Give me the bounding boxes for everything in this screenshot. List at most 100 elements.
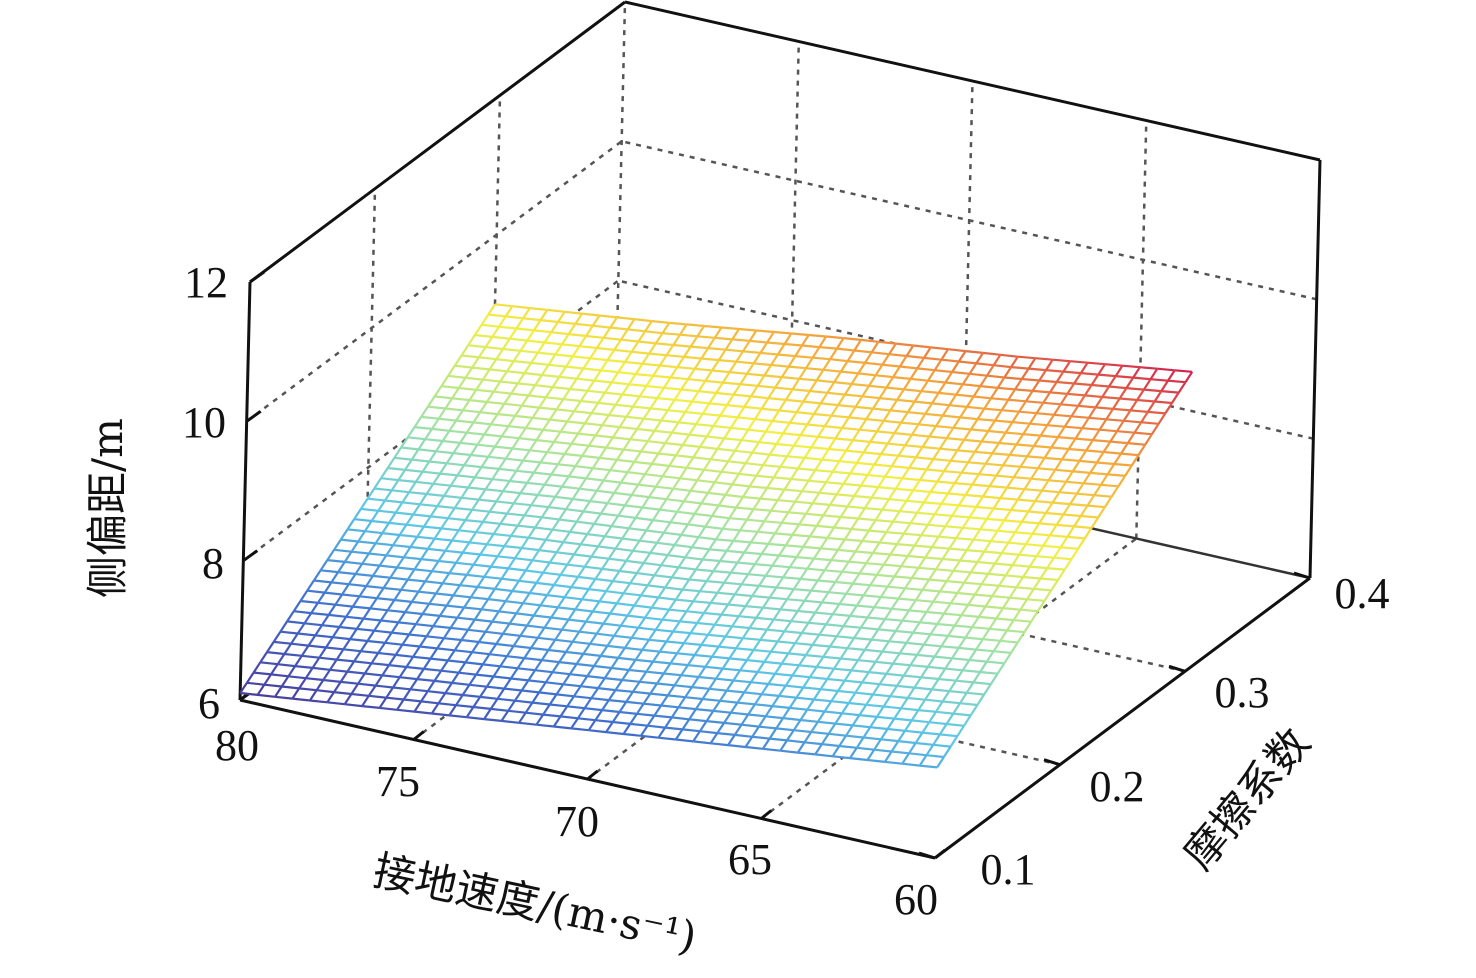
mesh-segment xyxy=(457,519,467,531)
mesh-segment xyxy=(665,442,683,447)
mesh-segment xyxy=(862,539,880,544)
mesh-segment xyxy=(829,635,838,648)
mesh-segment xyxy=(543,616,553,629)
mesh-segment xyxy=(634,318,652,323)
mesh-segment xyxy=(818,623,827,636)
mesh-segment xyxy=(979,670,998,675)
mesh-segment xyxy=(1027,598,1045,602)
mesh-segment xyxy=(631,350,650,355)
mesh-segment xyxy=(911,719,930,724)
mesh-segment xyxy=(583,412,593,424)
mesh-segment xyxy=(544,671,554,683)
mesh-segment xyxy=(784,630,802,635)
mesh-segment xyxy=(1036,600,1046,612)
mesh-segment xyxy=(587,675,605,680)
mesh-segment xyxy=(827,581,837,593)
mesh-segment xyxy=(584,707,603,712)
mesh-segment xyxy=(961,471,979,476)
mesh-segment xyxy=(824,710,843,715)
mesh-segment xyxy=(365,575,374,587)
mesh-segment xyxy=(483,718,502,722)
mesh-segment xyxy=(797,609,816,614)
mesh-segment xyxy=(630,438,648,443)
mesh-segment xyxy=(799,423,809,436)
mesh-segment xyxy=(748,428,766,433)
mesh-segment xyxy=(947,625,956,637)
mesh-segment xyxy=(874,651,884,663)
mesh-segment xyxy=(654,574,672,579)
mesh-segment xyxy=(630,340,640,353)
mesh-segment xyxy=(879,728,889,740)
mesh-segment xyxy=(752,594,770,599)
mesh-segment xyxy=(432,615,441,627)
mesh-segment xyxy=(1016,488,1026,501)
mesh-segment xyxy=(823,415,833,427)
mesh-segment xyxy=(501,435,520,440)
mesh-segment xyxy=(402,546,412,558)
mesh-segment xyxy=(426,395,436,408)
mesh-segment xyxy=(497,555,516,560)
mesh-segment xyxy=(414,471,424,483)
mesh-segment xyxy=(520,349,539,354)
mesh-segment xyxy=(518,569,527,582)
mesh-segment xyxy=(986,517,1005,522)
mesh-segment xyxy=(550,321,559,333)
mesh-segment xyxy=(866,464,876,476)
mesh-segment xyxy=(900,565,919,569)
mesh-segment xyxy=(954,482,973,486)
mesh-segment xyxy=(564,641,574,653)
mesh-segment xyxy=(527,526,537,539)
mesh-segment xyxy=(611,711,621,723)
mesh-segment xyxy=(501,719,520,724)
mesh-segment xyxy=(451,397,470,402)
mesh-segment xyxy=(956,439,966,451)
mesh-segment xyxy=(772,705,790,709)
mesh-segment xyxy=(839,647,849,660)
mesh-segment xyxy=(996,662,1006,675)
mesh-segment xyxy=(1057,569,1066,581)
mesh-segment xyxy=(1041,489,1060,494)
mesh-segment xyxy=(663,531,682,536)
mesh-segment xyxy=(284,652,302,657)
mesh-segment xyxy=(768,443,778,456)
mesh-segment xyxy=(839,744,857,749)
mesh-segment xyxy=(1102,441,1112,453)
mesh-segment xyxy=(354,563,364,575)
mesh-segment xyxy=(1063,370,1081,375)
mesh-segment xyxy=(968,649,978,661)
mesh-segment xyxy=(1091,383,1110,388)
mesh-segment xyxy=(918,566,936,571)
mesh-segment xyxy=(548,551,558,564)
mesh-segment xyxy=(528,582,538,594)
mesh-segment xyxy=(842,615,852,627)
mesh-segment xyxy=(735,637,744,649)
mesh-segment xyxy=(273,640,292,645)
mesh-segment xyxy=(785,684,804,689)
mesh-segment xyxy=(488,313,506,318)
mesh-segment xyxy=(1002,464,1021,468)
mesh-segment xyxy=(796,696,815,701)
mesh-segment xyxy=(810,579,819,592)
mesh-segment xyxy=(617,361,626,373)
mesh-segment xyxy=(922,731,941,736)
mesh-segment xyxy=(906,687,916,699)
mesh-segment xyxy=(933,645,943,658)
mesh-segment xyxy=(929,721,947,726)
mesh-segment xyxy=(1015,433,1025,446)
mesh-segment xyxy=(662,618,680,623)
mesh-segment xyxy=(316,591,326,604)
mesh-segment xyxy=(498,458,507,470)
mesh-segment xyxy=(946,722,965,727)
mesh-segment xyxy=(642,692,652,705)
mesh-segment xyxy=(599,502,609,515)
mesh-segment xyxy=(403,556,422,561)
mesh-segment xyxy=(969,372,988,377)
mesh-segment xyxy=(367,497,386,502)
mesh-segment xyxy=(718,359,737,363)
mesh-segment xyxy=(1079,459,1098,464)
mesh-segment xyxy=(453,354,463,367)
mesh-segment xyxy=(699,590,718,594)
mesh-segment xyxy=(292,697,311,702)
box-edge xyxy=(624,0,1321,162)
mesh-segment xyxy=(755,464,764,477)
